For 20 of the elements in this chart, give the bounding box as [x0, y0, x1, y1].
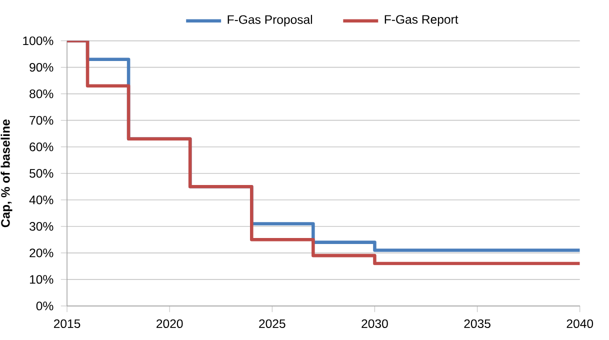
- y-tick-label: 40%: [29, 196, 54, 204]
- y-tick-label: 60%: [30, 142, 54, 152]
- y-tick-label: 90%: [30, 63, 54, 72]
- x-tick-label: 2015: [54, 319, 80, 328]
- y-tick-label: 10%: [30, 275, 54, 284]
- y-tick-label: 100%: [23, 36, 54, 46]
- y-tick-label: 20%: [30, 248, 54, 258]
- x-tick-label: 2020: [156, 319, 183, 328]
- legend-label: F-Gas Proposal: [228, 15, 312, 26]
- x-tick-label: 2035: [464, 319, 490, 328]
- y-axis-title: Cap, % of baseline: [0, 120, 12, 228]
- x-tick-label: 2040: [566, 319, 594, 328]
- y-tick-label: 80%: [30, 90, 54, 98]
- y-tick-label: 50%: [30, 169, 54, 178]
- y-tick-label: 70%: [30, 116, 54, 125]
- y-tick-label: 0%: [36, 302, 54, 310]
- x-tick-label: 2030: [362, 319, 388, 328]
- legend-label: F-Gas Report: [384, 15, 458, 26]
- y-tick-label: 30%: [30, 222, 54, 231]
- x-tick-label: 2025: [259, 319, 286, 328]
